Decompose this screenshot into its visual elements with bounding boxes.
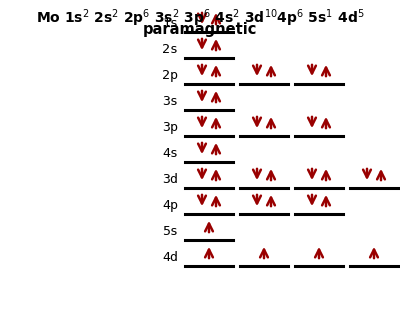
- Text: 3p: 3p: [162, 121, 178, 134]
- Text: 2s: 2s: [162, 43, 178, 56]
- Text: 2p: 2p: [162, 69, 178, 82]
- Text: 4p: 4p: [162, 199, 178, 212]
- Text: 1s: 1s: [162, 17, 178, 30]
- Text: Mo 1s$^{2}$ 2s$^{2}$ 2p$^{6}$ 3s$^{2}$ 3p$^{6}$ 4s$^{2}$ 3d$^{10}$4p$^{6}$ 5s$^{: Mo 1s$^{2}$ 2s$^{2}$ 2p$^{6}$ 3s$^{2}$ 3…: [36, 7, 364, 29]
- Text: 3d: 3d: [162, 173, 178, 186]
- Text: 4s: 4s: [162, 147, 178, 160]
- Text: 5s: 5s: [162, 225, 178, 238]
- Text: 3s: 3s: [162, 95, 178, 108]
- Text: 4d: 4d: [162, 251, 178, 264]
- Text: paramagnetic: paramagnetic: [143, 22, 257, 37]
